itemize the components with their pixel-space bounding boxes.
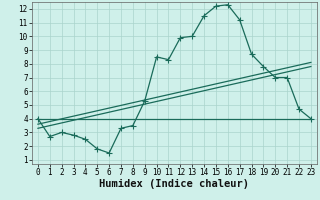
X-axis label: Humidex (Indice chaleur): Humidex (Indice chaleur) — [100, 179, 249, 189]
